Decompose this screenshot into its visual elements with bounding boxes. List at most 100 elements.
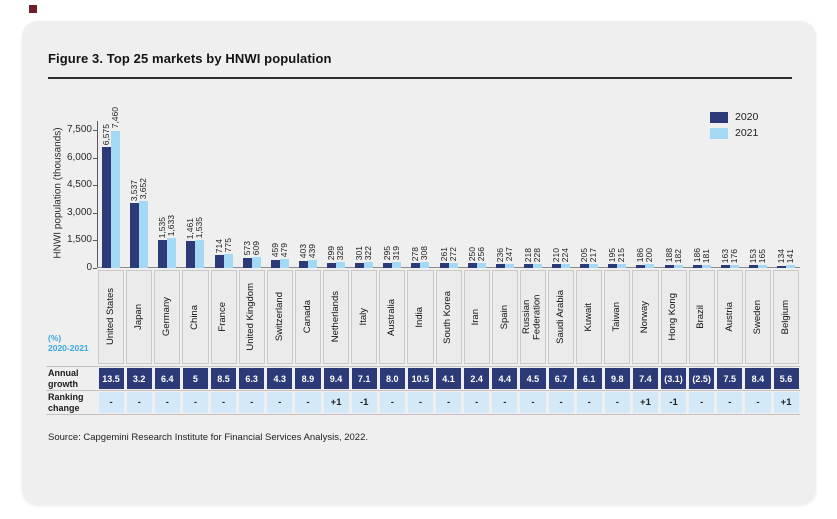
ranking-change-cell: - xyxy=(379,392,405,413)
bar-2020 xyxy=(439,263,449,268)
bar-2020 xyxy=(720,265,730,268)
bar-2020 xyxy=(467,263,477,268)
country-column-norway: 186 200 Norway 7.4 +1 xyxy=(631,90,659,413)
annual-growth-cell: (3.1) xyxy=(661,368,687,389)
y-axis-tick-label: 6,000 xyxy=(66,151,92,163)
y-axis-tick-label: 7,500 xyxy=(66,124,92,135)
country-label: Australia xyxy=(379,270,406,364)
bar-2020 xyxy=(130,202,140,268)
ranking-change-cell: - xyxy=(98,392,124,413)
country-column-netherlands: 299 328 Netherlands 9.4 +1 xyxy=(322,90,350,413)
country-column-iran: 250 256 Iran 2.4 - xyxy=(463,90,491,413)
bar-2021 xyxy=(307,259,317,268)
annual-growth-cell: 5.6 xyxy=(773,368,799,389)
annual-growth-cell: 8.5 xyxy=(211,368,237,389)
annual-growth-cell: 6.1 xyxy=(576,368,602,389)
y-axis-tick-mark xyxy=(93,240,97,242)
bar-2021 xyxy=(786,265,796,268)
bar-2021 xyxy=(532,263,542,268)
bar-2021 xyxy=(139,200,149,268)
country-label: Iran xyxy=(463,270,490,364)
bar-2021 xyxy=(195,239,205,268)
bar-group: 186 200 xyxy=(631,90,659,268)
ranking-change-cell: - xyxy=(295,392,321,413)
bar-2020 xyxy=(355,262,365,268)
bar-group: 3,537 3,652 xyxy=(125,90,153,268)
country-label: Russian Federation xyxy=(519,270,546,364)
country-column-france: 714 775 France 8.5 - xyxy=(210,90,238,413)
legend-swatch-2020 xyxy=(710,111,728,123)
ranking-change-cell: - xyxy=(436,392,462,413)
bar-2020 xyxy=(298,260,308,268)
country-label: Brazil xyxy=(688,270,715,364)
bar-2021 xyxy=(111,130,121,268)
bar-2020 xyxy=(158,239,168,268)
bar-2021 xyxy=(673,264,683,268)
title-divider xyxy=(48,77,792,79)
country-column-hong-kong: 188 182 Hong Kong (3.1) -1 xyxy=(660,90,688,413)
bar-value-2021: 247 xyxy=(503,247,514,262)
bar-group: 261 272 xyxy=(435,90,463,268)
country-column-south-korea: 261 272 South Korea 4.1 - xyxy=(435,90,463,413)
bar-2021 xyxy=(420,262,430,268)
ranking-change-cell: - xyxy=(576,392,602,413)
annual-growth-cell: 6.4 xyxy=(154,368,180,389)
ranking-change-cell: - xyxy=(267,392,293,413)
bar-2020 xyxy=(495,263,505,268)
bar-group: 186 181 xyxy=(688,90,716,268)
bar-2021 xyxy=(757,265,767,268)
bar-value-2021: 319 xyxy=(391,245,402,261)
bar-value-2021: 308 xyxy=(419,246,430,261)
country-label: South Korea xyxy=(435,270,462,364)
bar-group: 195 215 xyxy=(603,90,631,268)
annual-growth-cell: 8.0 xyxy=(379,368,405,389)
bar-group: 278 308 xyxy=(406,90,434,268)
bar-group: 163 176 xyxy=(716,90,744,268)
country-label: France xyxy=(210,270,237,364)
annual-growth-cell: 4.4 xyxy=(492,368,518,389)
bar-value-2021: 3,652 xyxy=(138,177,149,199)
annual-growth-cell: 6.3 xyxy=(239,368,265,389)
bar-value-2021: 181 xyxy=(700,248,711,263)
bar-group: 236 247 xyxy=(491,90,519,268)
annual-growth-cell: 7.5 xyxy=(717,368,743,389)
bar-2021 xyxy=(589,264,599,268)
bar-2020 xyxy=(748,265,758,268)
ranking-change-cell: -1 xyxy=(661,392,687,413)
bar-2021 xyxy=(223,253,233,268)
bar-2021 xyxy=(617,264,627,268)
ranking-change-cell: - xyxy=(182,392,208,413)
country-column-spain: 236 247 Spain 4.4 - xyxy=(491,90,519,413)
bar-2020 xyxy=(186,241,196,268)
annual-growth-cell: 10.5 xyxy=(407,368,433,389)
country-column-china: 1,461 1,535 China 5 - xyxy=(181,90,209,413)
bar-group: 250 256 xyxy=(463,90,491,268)
bar-2021 xyxy=(392,262,402,268)
bar-group: 714 775 xyxy=(210,90,238,268)
bar-value-2021: 775 xyxy=(222,237,233,252)
country-column-united-states: 6,575 7,460 United States 13.5 - xyxy=(97,90,125,413)
bar-2020 xyxy=(102,147,112,268)
y-axis-tick-mark xyxy=(93,268,97,269)
y-axis-tick-mark xyxy=(93,130,97,131)
chart-legend: 2020 2021 xyxy=(710,109,758,141)
bar-2020 xyxy=(552,264,562,268)
bar-2020 xyxy=(608,264,618,268)
ranking-change-cell: - xyxy=(126,392,152,413)
country-column-canada: 403 439 Canada 8.9 - xyxy=(294,90,322,413)
bar-value-2021: 141 xyxy=(785,249,796,264)
country-label: United States xyxy=(98,270,125,364)
country-label: Canada xyxy=(294,270,321,364)
bar-2021 xyxy=(645,264,655,268)
bar-value-2021: 228 xyxy=(531,247,542,262)
legend-label-2020: 2020 xyxy=(735,111,759,123)
bar-group: 218 228 xyxy=(519,90,547,268)
ranking-change-cell: - xyxy=(520,392,546,413)
country-column-india: 278 308 India 10.5 - xyxy=(406,90,434,413)
legend-swatch-2021 xyxy=(710,127,728,139)
table-divider xyxy=(46,366,800,367)
country-column-sweden: 153 165 Sweden 8.4 - xyxy=(744,90,772,413)
y-axis-tick-mark xyxy=(93,157,97,159)
country-label: Saudi Arabia xyxy=(548,270,575,364)
country-column-australia: 295 319 Australia 8.0 - xyxy=(378,90,406,413)
